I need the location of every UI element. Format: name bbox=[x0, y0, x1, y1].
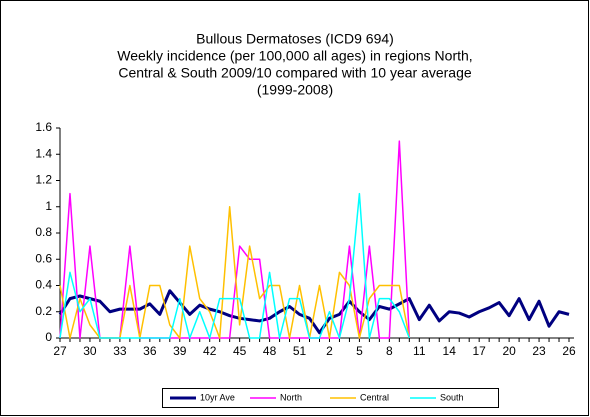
y-tick-label: 1.4 bbox=[35, 146, 52, 160]
series-line bbox=[58, 289, 570, 335]
x-tick-label: 42 bbox=[203, 344, 217, 358]
legend-label: South bbox=[440, 392, 464, 402]
y-tick-label: 0.8 bbox=[35, 225, 52, 239]
x-tick-label: 8 bbox=[386, 344, 393, 358]
chart-title-line: Weekly incidence (per 100,000 all ages) … bbox=[117, 48, 472, 64]
chart-title-line: Bullous Dermatoses (ICD9 694) bbox=[196, 31, 394, 47]
x-tick-label: 5 bbox=[356, 344, 363, 358]
x-tick-label: 20 bbox=[502, 344, 516, 358]
x-tick-label: 17 bbox=[472, 344, 486, 358]
y-tick-label: 0.2 bbox=[35, 304, 52, 318]
y-tick-label: 0.6 bbox=[35, 251, 52, 265]
x-tick-label: 11 bbox=[413, 344, 426, 358]
x-tick-label: 33 bbox=[113, 344, 127, 358]
legend-label: 10yr Ave bbox=[200, 392, 235, 402]
legend-label: North bbox=[280, 392, 302, 402]
chart-title: Bullous Dermatoses (ICD9 694)Weekly inci… bbox=[117, 31, 472, 98]
y-tick-label: 1.6 bbox=[35, 120, 52, 134]
legend-label: Central bbox=[360, 392, 389, 402]
chart-title-line: (1999-2008) bbox=[257, 82, 333, 98]
series-line bbox=[59, 192, 411, 339]
x-tick-label: 48 bbox=[263, 344, 277, 358]
x-tick-label: 30 bbox=[83, 344, 97, 358]
x-tick-label: 23 bbox=[532, 344, 546, 358]
x-tick-label: 2 bbox=[326, 344, 333, 358]
y-tick-label: 1 bbox=[45, 199, 52, 213]
y-tick-label: 0 bbox=[45, 330, 52, 344]
x-tick-label: 36 bbox=[143, 344, 157, 358]
x-tick-label: 14 bbox=[443, 344, 457, 358]
x-tick-label: 39 bbox=[173, 344, 187, 358]
x-tick-label: 26 bbox=[562, 344, 576, 358]
y-tick-label: 0.4 bbox=[35, 278, 52, 292]
y-tick-label: 1.2 bbox=[35, 173, 52, 187]
chart-title-line: Central & South 2009/10 compared with 10… bbox=[118, 65, 472, 81]
x-tick-label: 27 bbox=[53, 344, 67, 358]
x-tick-label: 45 bbox=[233, 344, 247, 358]
x-tick-label: 51 bbox=[293, 344, 307, 358]
